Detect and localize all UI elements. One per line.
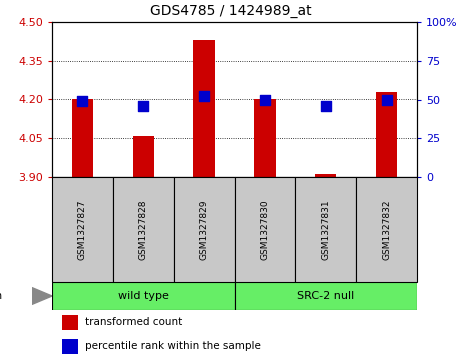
Bar: [194, 40, 215, 177]
Bar: [62, 315, 78, 330]
Bar: [113, 177, 174, 282]
Text: percentile rank within the sample: percentile rank within the sample: [85, 342, 261, 351]
Point: [201, 94, 208, 99]
Polygon shape: [32, 287, 52, 305]
Point: [261, 97, 269, 102]
Text: SRC-2 null: SRC-2 null: [297, 291, 355, 301]
Bar: [52, 282, 235, 310]
Bar: [296, 177, 356, 282]
Text: GSM1327830: GSM1327830: [260, 199, 269, 260]
Point: [140, 103, 147, 109]
Point: [383, 97, 390, 102]
Text: GSM1327831: GSM1327831: [321, 199, 330, 260]
Text: GDS4785 / 1424989_at: GDS4785 / 1424989_at: [150, 4, 311, 18]
Text: transformed count: transformed count: [85, 318, 182, 327]
Bar: [356, 177, 417, 282]
Text: genotype/variation: genotype/variation: [0, 291, 2, 301]
Text: wild type: wild type: [118, 291, 169, 301]
Text: GSM1327829: GSM1327829: [200, 199, 208, 260]
Bar: [235, 177, 296, 282]
Bar: [52, 177, 113, 282]
Bar: [376, 92, 397, 177]
Bar: [254, 99, 276, 177]
Bar: [72, 99, 93, 177]
Point: [322, 103, 330, 109]
Text: GSM1327828: GSM1327828: [139, 199, 148, 260]
Bar: [315, 174, 337, 177]
Text: GSM1327832: GSM1327832: [382, 199, 391, 260]
Bar: [62, 339, 78, 354]
Bar: [133, 136, 154, 177]
Text: GSM1327827: GSM1327827: [78, 199, 87, 260]
Point: [79, 98, 86, 104]
Bar: [235, 282, 417, 310]
Bar: [174, 177, 235, 282]
